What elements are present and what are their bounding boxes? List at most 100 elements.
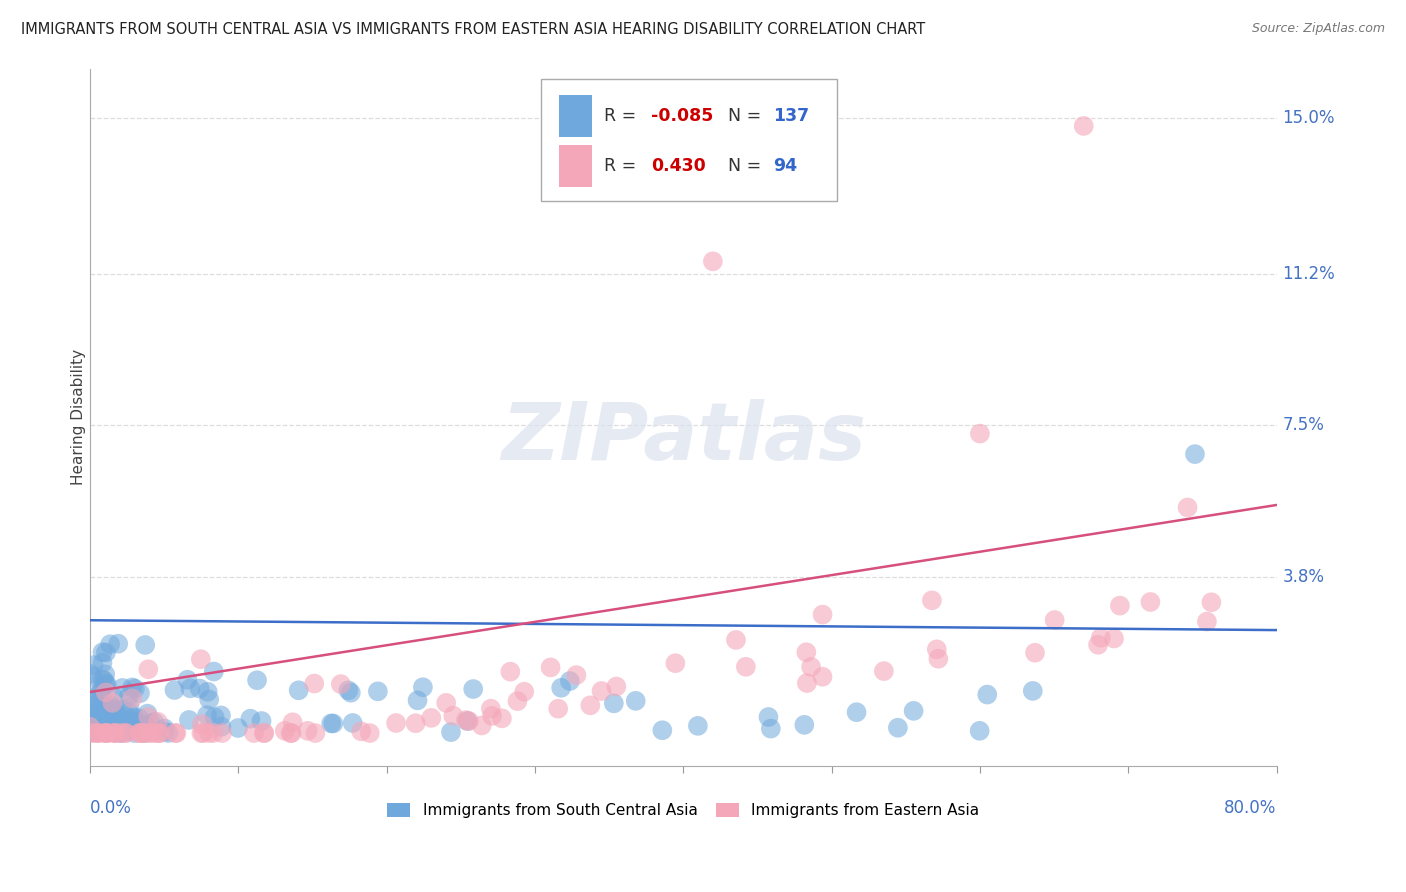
Point	[471, 718, 494, 732]
Point	[86, 726, 108, 740]
Y-axis label: Hearing Disability: Hearing Disability	[72, 349, 86, 485]
Point	[114, 726, 136, 740]
Point	[80, 667, 103, 681]
Point	[83, 693, 105, 707]
Text: 11.2%: 11.2%	[1282, 265, 1336, 283]
Point	[702, 254, 724, 268]
Point	[458, 714, 481, 728]
Point	[103, 726, 125, 740]
Point	[121, 691, 143, 706]
Point	[322, 716, 344, 731]
Point	[129, 726, 152, 740]
Point	[367, 684, 389, 698]
Point	[112, 720, 135, 734]
Point	[122, 711, 145, 725]
Point	[440, 725, 463, 739]
Point	[104, 726, 127, 740]
Point	[1024, 646, 1046, 660]
Point	[337, 683, 360, 698]
Text: N =: N =	[728, 157, 768, 175]
Point	[82, 714, 104, 729]
Point	[976, 688, 998, 702]
Point	[118, 699, 141, 714]
Point	[321, 716, 343, 731]
Point	[134, 718, 156, 732]
Point	[115, 726, 138, 740]
Point	[280, 726, 302, 740]
Point	[80, 706, 103, 721]
Point	[103, 701, 125, 715]
Point	[146, 714, 169, 729]
Point	[120, 713, 142, 727]
Point	[811, 607, 834, 622]
Point	[110, 726, 132, 740]
Point	[125, 719, 148, 733]
Point	[136, 710, 159, 724]
Point	[246, 673, 269, 688]
Point	[558, 674, 581, 689]
Text: 0.430: 0.430	[651, 157, 706, 175]
Point	[89, 709, 111, 723]
Point	[198, 726, 221, 740]
Point	[412, 680, 434, 694]
Point	[1201, 595, 1223, 609]
Point	[1087, 638, 1109, 652]
Point	[190, 652, 212, 666]
Point	[110, 725, 132, 739]
Point	[103, 725, 125, 739]
Point	[624, 694, 647, 708]
Point	[197, 685, 219, 699]
Point	[100, 715, 122, 730]
Point	[110, 726, 132, 740]
Point	[89, 687, 111, 701]
Point	[83, 658, 105, 673]
Point	[405, 716, 427, 731]
Text: 15.0%: 15.0%	[1282, 109, 1334, 127]
Point	[304, 676, 326, 690]
Point	[100, 698, 122, 713]
Text: 137: 137	[773, 107, 810, 125]
Point	[540, 660, 562, 674]
Point	[107, 708, 129, 723]
FancyBboxPatch shape	[558, 145, 592, 187]
Point	[82, 670, 104, 684]
Point	[97, 725, 120, 739]
Point	[454, 713, 477, 727]
Point	[793, 718, 815, 732]
Point	[179, 681, 201, 696]
Text: R =: R =	[603, 157, 641, 175]
Point	[111, 703, 134, 717]
Point	[94, 646, 117, 660]
Point	[82, 715, 104, 730]
Point	[86, 722, 108, 736]
Point	[1090, 631, 1112, 645]
Point	[91, 701, 114, 715]
Point	[921, 593, 943, 607]
Point	[80, 715, 103, 730]
Point	[188, 681, 211, 696]
Point	[359, 726, 381, 740]
Point	[579, 698, 602, 713]
Point	[211, 726, 233, 740]
Point	[287, 683, 309, 698]
Text: 0.0%: 0.0%	[90, 798, 132, 817]
Point	[513, 684, 536, 698]
Point	[91, 672, 114, 686]
Point	[93, 673, 115, 688]
Point	[280, 726, 302, 740]
Point	[281, 715, 304, 730]
Legend: Immigrants from South Central Asia, Immigrants from Eastern Asia: Immigrants from South Central Asia, Immi…	[381, 797, 986, 824]
Point	[129, 686, 152, 700]
Point	[89, 724, 111, 739]
Text: R =: R =	[603, 107, 641, 125]
Point	[350, 724, 373, 739]
Point	[176, 673, 198, 687]
Point	[89, 697, 111, 711]
Point	[796, 676, 818, 690]
Point	[111, 681, 134, 695]
Point	[202, 726, 225, 740]
Point	[138, 662, 160, 676]
Point	[253, 726, 276, 740]
Point	[86, 694, 108, 708]
Point	[80, 698, 103, 713]
